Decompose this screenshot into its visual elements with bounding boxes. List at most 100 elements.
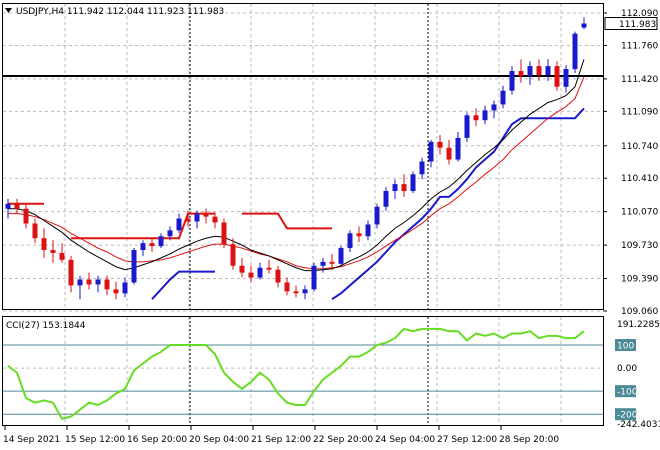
candle bbox=[230, 238, 236, 270]
time-tick-label: 28 Sep 20:00 bbox=[499, 435, 559, 445]
time-tick-label: 16 Sep 20:00 bbox=[127, 435, 187, 445]
candle bbox=[203, 208, 209, 224]
candle-body bbox=[554, 66, 560, 87]
level-box-label: -100 bbox=[617, 388, 638, 398]
price-tick-label: 110.740 bbox=[621, 142, 658, 152]
candle-body bbox=[455, 137, 461, 160]
candle-body bbox=[446, 147, 452, 160]
time-axis: 14 Sep 2021 15 Sep 12:00 16 Sep 20:00 20 Se… bbox=[3, 426, 559, 445]
level-box bbox=[615, 408, 636, 421]
candle-body bbox=[230, 244, 236, 266]
candle bbox=[446, 139, 452, 165]
candle-body bbox=[203, 213, 209, 217]
candle-body bbox=[284, 282, 290, 292]
candle bbox=[383, 187, 389, 211]
symbol-info: USDJPY,H4 111.942 112.044 111.923 111.98… bbox=[16, 7, 224, 17]
candle bbox=[113, 281, 119, 300]
cci-level-lines bbox=[3, 344, 603, 415]
candle bbox=[176, 213, 182, 234]
candle bbox=[122, 277, 128, 298]
cci-line bbox=[7, 327, 585, 420]
candle bbox=[392, 179, 398, 199]
candle-body bbox=[212, 216, 218, 223]
level-box bbox=[615, 385, 636, 398]
candle bbox=[518, 59, 524, 83]
candle bbox=[509, 66, 515, 95]
candle-body bbox=[14, 203, 20, 209]
candle bbox=[14, 198, 20, 214]
candle bbox=[419, 157, 425, 180]
candle bbox=[167, 226, 173, 241]
candle-body bbox=[356, 233, 362, 237]
price-tick-label: 111.760 bbox=[621, 41, 658, 51]
candle-body bbox=[248, 272, 254, 278]
candle-body bbox=[50, 250, 56, 253]
candle bbox=[266, 259, 272, 274]
candle-body bbox=[311, 265, 317, 290]
candle bbox=[140, 240, 146, 256]
candle bbox=[284, 277, 290, 296]
candle bbox=[455, 132, 461, 162]
time-tick-label: 14 Sep 2021 bbox=[3, 435, 60, 445]
candle bbox=[23, 203, 29, 229]
candle-body bbox=[32, 223, 38, 239]
trail-up-line bbox=[331, 107, 585, 301]
candle bbox=[527, 61, 533, 85]
candle-body bbox=[536, 66, 542, 75]
candle bbox=[248, 265, 254, 283]
current-price-label: 111.983 bbox=[619, 20, 656, 30]
candle bbox=[473, 108, 479, 127]
candle-body bbox=[410, 174, 416, 192]
candle-body bbox=[563, 69, 569, 87]
candle-body bbox=[41, 238, 47, 251]
candle bbox=[239, 257, 245, 278]
candle bbox=[329, 253, 335, 270]
time-tick-label: 15 Sep 12:00 bbox=[65, 435, 125, 445]
candle-body bbox=[95, 279, 101, 285]
candle-body bbox=[527, 66, 533, 76]
trail-up-line bbox=[151, 270, 215, 300]
candle-body bbox=[266, 267, 272, 270]
candle bbox=[77, 275, 83, 300]
candle bbox=[131, 248, 137, 285]
candle bbox=[545, 59, 551, 81]
candle bbox=[581, 17, 587, 30]
candle bbox=[338, 246, 344, 266]
time-tick-label: 20 Sep 04:00 bbox=[189, 435, 249, 445]
candle-body bbox=[302, 289, 308, 294]
candle-body bbox=[428, 141, 434, 162]
current-price-box bbox=[604, 17, 658, 31]
candle bbox=[401, 174, 407, 197]
indicator-grid bbox=[64, 317, 562, 425]
price-tick-label: 112.090 bbox=[621, 9, 658, 19]
candle-body bbox=[437, 141, 443, 148]
candle bbox=[275, 265, 281, 288]
candle bbox=[32, 218, 38, 244]
candle-body bbox=[275, 269, 281, 283]
candle bbox=[410, 171, 416, 193]
candle bbox=[464, 112, 470, 142]
candle bbox=[347, 230, 353, 252]
candle bbox=[356, 226, 362, 243]
candle bbox=[68, 255, 74, 293]
candle bbox=[563, 65, 569, 93]
triangle-down-icon[interactable] bbox=[5, 8, 12, 13]
cci-label: CCI(27) 153.1844 bbox=[6, 321, 86, 331]
candle-body bbox=[176, 218, 182, 231]
candle-body bbox=[572, 33, 578, 70]
candle-body bbox=[239, 265, 245, 273]
candle-body bbox=[320, 261, 326, 266]
cci-polyline bbox=[7, 327, 585, 420]
candle bbox=[185, 210, 191, 227]
indicator-axis: 191.22851000.00-100-200-242.4031100-100-… bbox=[615, 320, 660, 430]
candle bbox=[572, 31, 578, 73]
candle-body bbox=[329, 261, 335, 264]
day-separators bbox=[189, 4, 429, 425]
price-tick-label: 109.390 bbox=[621, 275, 658, 285]
candle bbox=[500, 85, 506, 109]
candle bbox=[320, 257, 326, 273]
candle bbox=[302, 285, 308, 300]
main-pane-frame bbox=[2, 3, 604, 310]
ema-fast-line bbox=[8, 59, 585, 272]
candle-body bbox=[77, 279, 83, 286]
